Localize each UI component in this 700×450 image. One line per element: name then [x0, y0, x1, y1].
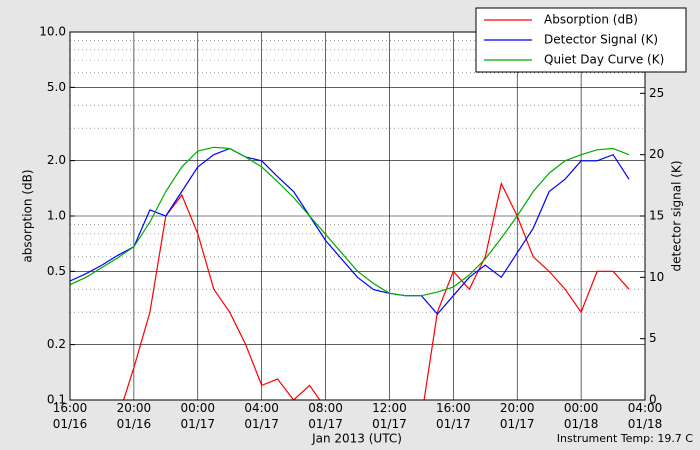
- x-tick-label: 00:00 01/18: [564, 401, 599, 431]
- x-tick-label: 04:00 01/18: [628, 401, 663, 431]
- x-tick-label: 16:00 01/17: [436, 401, 471, 431]
- y2-tick-label: 5: [649, 331, 657, 345]
- x-tick-label: 12:00 01/17: [372, 401, 407, 431]
- series-line: [70, 147, 630, 316]
- x-tick-label: 16:00 01/16: [53, 401, 88, 431]
- x-tick-label: 00:00 01/17: [180, 401, 215, 431]
- legend: Absorption (dB) Detector Signal (K) Quiet …: [475, 7, 687, 73]
- y-tick-label: 5.0: [47, 80, 66, 94]
- legend-label: Absorption (dB): [544, 13, 638, 27]
- y2-tick-label: 25: [649, 86, 664, 100]
- y-tick-label: 10.0: [39, 25, 66, 39]
- y-tick-label: 0.1: [47, 393, 66, 407]
- y-tick-label: 0.2: [47, 337, 66, 351]
- y2-tick-label: 15: [649, 209, 664, 223]
- x-tick-label: 04:00 01/17: [244, 401, 279, 431]
- grid: [69, 31, 646, 401]
- y2-axis-label: detector signal (K): [670, 160, 684, 271]
- series-line: [122, 181, 630, 400]
- x-tick-label: 08:00 01/17: [308, 401, 343, 431]
- plot-frame: [69, 31, 646, 401]
- x-axis-label: Jan 2013 (UTC): [311, 432, 402, 446]
- legend-label: Quiet Day Curve (K): [544, 53, 664, 67]
- series-line: [70, 146, 630, 297]
- y2-tick-label: 10: [649, 270, 664, 284]
- y-tick-label: 0.5: [47, 264, 66, 278]
- x-tick-label: 20:00 01/17: [500, 401, 535, 431]
- lines: [70, 146, 630, 400]
- legend-label: Detector Signal (K): [544, 33, 658, 47]
- labels: 0.1 0.2 0.5 1.0 2.0 5.0 10.0 0 5 10 15 20 25 16:00 01/…: [39, 25, 664, 431]
- y-tick-label: 2.0: [47, 153, 66, 167]
- y-tick-label: 1.0: [47, 209, 66, 223]
- y-axis-label: absorption (dB): [21, 169, 35, 262]
- y2-tick-label: 0: [649, 393, 657, 407]
- x-tick-label: 20:00 01/16: [117, 401, 152, 431]
- annotation: Instrument Temp: 19.7 C: [557, 432, 694, 445]
- y2-tick-label: 20: [649, 147, 664, 161]
